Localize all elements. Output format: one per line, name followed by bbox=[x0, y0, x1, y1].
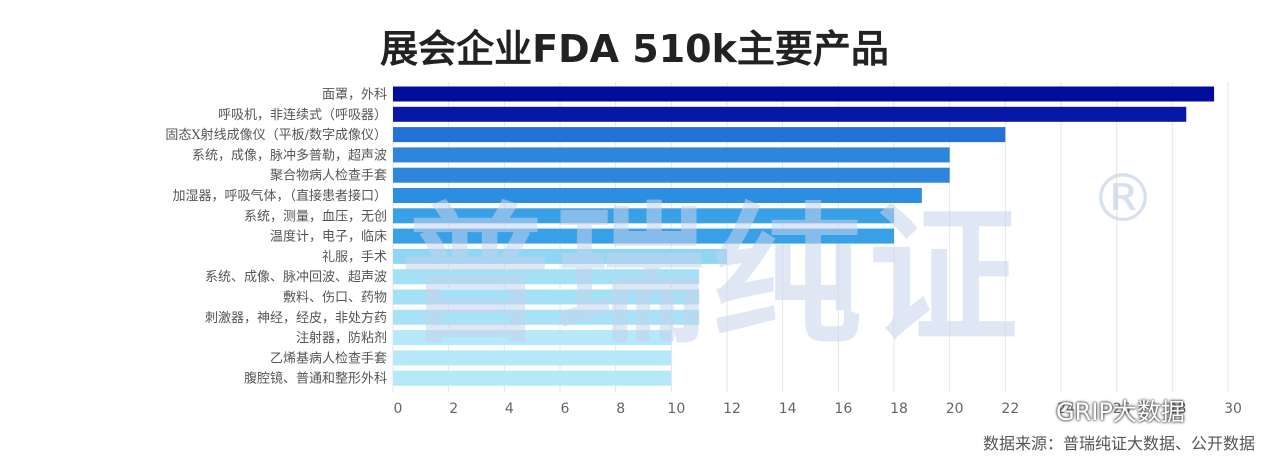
bar bbox=[393, 86, 1215, 102]
x-tick-label: 6 bbox=[561, 401, 570, 417]
category-label: 固态X射线成像仪（平板/数字成像仪） bbox=[165, 127, 387, 143]
source-note: 数据来源：普瑞纯证大数据、公开数据 bbox=[982, 434, 1255, 453]
bar bbox=[393, 228, 894, 244]
x-tick-label: 16 bbox=[834, 401, 852, 417]
category-label: 聚合物病人检查手套 bbox=[270, 168, 387, 184]
x-tick-label: 20 bbox=[946, 401, 964, 417]
x-tick-label: 24 bbox=[1057, 401, 1075, 417]
bar bbox=[393, 167, 950, 183]
category-label: 敷料、伤口、药物 bbox=[283, 291, 387, 306]
category-label: 系统，测量，血压，无创 bbox=[244, 209, 387, 224]
bar bbox=[393, 370, 672, 386]
x-tick-label: 14 bbox=[779, 401, 797, 417]
bar bbox=[393, 208, 894, 224]
x-tick-label: 2 bbox=[449, 401, 458, 417]
bar bbox=[393, 248, 727, 264]
category-label: 呼吸机，非连续式（呼吸器） bbox=[218, 107, 387, 123]
chart-title: 展会企业FDA 510k主要产品 bbox=[380, 27, 889, 71]
x-tick-label: 28 bbox=[1168, 401, 1186, 417]
bar bbox=[393, 350, 672, 366]
account-badge: GRIP大数据 bbox=[1020, 392, 1185, 427]
wechat-icon bbox=[1020, 398, 1050, 422]
category-label: 温度计，电子，临床 bbox=[270, 229, 387, 245]
category-label: 腹腔镜、普通和整形外科 bbox=[244, 371, 387, 387]
bar bbox=[393, 147, 950, 163]
x-tick-label: 10 bbox=[667, 401, 685, 417]
bar bbox=[393, 106, 1187, 122]
x-tick-label: 18 bbox=[890, 401, 908, 417]
category-label: 系统、成像、脉冲回波、超声波 bbox=[205, 270, 387, 285]
x-axis-ticks: 0 2 4 6 8 10 12 14 16 18 20 22 24 26 28 30 bbox=[394, 401, 1242, 417]
x-tick-label: 4 bbox=[505, 401, 514, 417]
bar bbox=[393, 309, 700, 325]
bar bbox=[393, 188, 922, 203]
bar bbox=[393, 289, 700, 305]
x-tick-label: 30 bbox=[1224, 401, 1242, 417]
category-label: 加湿器，呼吸气体，（直接患者接口） bbox=[172, 188, 387, 204]
bars bbox=[393, 86, 1215, 386]
bar bbox=[393, 269, 700, 285]
x-tick-label: 0 bbox=[394, 401, 403, 417]
category-label: 刺激器，神经，经皮，非处方药 bbox=[205, 310, 387, 326]
category-label: 注射器，防粘剂 bbox=[296, 330, 387, 346]
bar bbox=[393, 127, 1006, 143]
account-name: GRIP大数据 bbox=[1056, 398, 1185, 426]
bar bbox=[393, 330, 672, 346]
category-label: 乙烯基病人检查手套 bbox=[270, 350, 387, 366]
category-label: 礼服，手术 bbox=[322, 249, 387, 265]
category-label: 系统，成像，脉冲多普勒，超声波 bbox=[192, 147, 387, 163]
x-tick-label: 12 bbox=[723, 401, 741, 417]
x-tick-label: 26 bbox=[1113, 401, 1131, 417]
x-tick-label: 22 bbox=[1001, 401, 1019, 417]
category-label: 面罩，外科 bbox=[322, 88, 387, 103]
x-tick-label: 8 bbox=[616, 401, 625, 417]
